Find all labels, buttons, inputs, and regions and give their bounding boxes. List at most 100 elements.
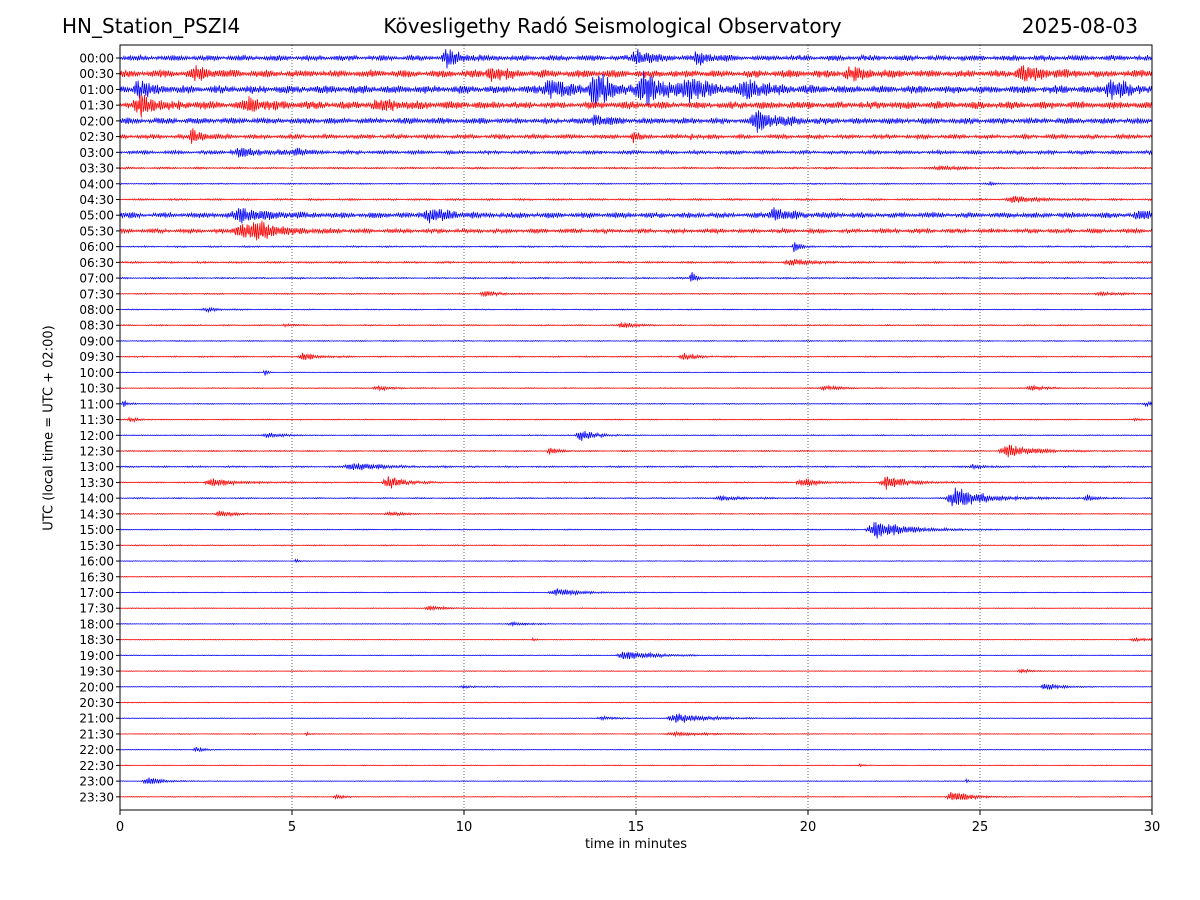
trace-2330 (119, 791, 1153, 801)
y-tick-label-0430: 04:30 (79, 193, 114, 207)
vertical-gridlines (291, 45, 981, 810)
trace-2230 (119, 762, 1153, 768)
y-tick-label-0530: 05:30 (79, 224, 114, 238)
y-axis-label: UTC (local time = UTC + 02:00) (41, 325, 57, 531)
y-tick-label-1930: 19:30 (79, 665, 114, 679)
y-tick-label-0930: 09:30 (79, 350, 114, 364)
x-axis-label: time in minutes (584, 837, 688, 852)
trace-1000 (119, 369, 1153, 376)
y-tick-label-2300: 23:00 (79, 775, 114, 789)
trace-0100 (119, 70, 1153, 107)
trace-1500 (119, 521, 1153, 539)
trace-1630 (119, 575, 1153, 578)
y-tick-label-1200: 12:00 (79, 429, 114, 443)
trace-1230 (119, 444, 1153, 458)
trace-2130 (119, 730, 1153, 738)
trace-2000 (119, 683, 1153, 691)
y-tick-label-1900: 19:00 (79, 649, 114, 663)
trace-1300 (119, 462, 1153, 471)
y-tick-label-2100: 21:00 (79, 712, 114, 726)
y-tick-label-0800: 08:00 (79, 303, 114, 317)
x-tick-label-5: 5 (288, 820, 296, 835)
trace-0130 (119, 94, 1153, 118)
trace-2300 (120, 777, 1153, 785)
trace-2200 (119, 746, 1153, 753)
y-tick-label-1700: 17:00 (79, 586, 114, 600)
y-tick-label-0400: 04:00 (79, 177, 114, 191)
x-axis-ticks: 0 5 10 15 20 25 30 (116, 810, 1160, 835)
trace-0700 (119, 271, 1153, 282)
trace-0330 (119, 164, 1153, 171)
y-tick-label-0830: 08:30 (79, 319, 114, 333)
station-name: HN_Station_PSZI4 (62, 14, 241, 38)
x-tick-label-25: 25 (972, 820, 989, 835)
x-tick-label-30: 30 (1144, 820, 1161, 835)
trace-0200 (119, 110, 1153, 133)
y-tick-label-1530: 15:30 (79, 539, 114, 553)
trace-1100 (119, 399, 1153, 408)
trace-1700 (119, 588, 1153, 597)
y-tick-label-0130: 01:30 (79, 99, 114, 113)
y-tick-label-1730: 17:30 (79, 602, 114, 616)
x-tick-label-15: 15 (628, 820, 645, 835)
trace-0730 (119, 290, 1153, 298)
trace-2100 (119, 713, 1153, 723)
y-tick-label-0630: 06:30 (79, 256, 114, 270)
trace-0630 (119, 258, 1153, 266)
y-tick-label-1400: 14:00 (79, 492, 114, 506)
y-tick-label-0500: 05:00 (79, 209, 114, 223)
y-tick-label-1500: 15:00 (79, 523, 114, 537)
trace-0000 (119, 48, 1153, 69)
y-tick-label-2030: 20:30 (79, 696, 114, 710)
y-tick-label-0100: 01:00 (79, 83, 114, 97)
trace-0500 (119, 207, 1153, 224)
trace-1430 (119, 510, 1153, 518)
y-tick-label-2000: 20:00 (79, 680, 114, 694)
trace-0830 (119, 321, 1153, 329)
y-tick-label-1300: 13:00 (79, 460, 114, 474)
y-tick-label-0200: 02:00 (79, 114, 114, 128)
trace-1900 (119, 651, 1153, 660)
trace-0530 (119, 220, 1153, 241)
y-tick-label-0000: 00:00 (79, 52, 114, 66)
trace-0300 (119, 147, 1153, 158)
trace-0400 (119, 181, 1153, 186)
y-tick-label-1230: 12:30 (79, 445, 114, 459)
trace-0230 (119, 128, 1153, 144)
trace-0030 (119, 65, 1153, 82)
trace-0900 (119, 339, 1153, 343)
y-tick-label-0030: 00:30 (79, 67, 114, 81)
seismogram-traces (119, 48, 1153, 801)
trace-1030 (119, 384, 1153, 392)
y-tick-label-1800: 18:00 (79, 617, 114, 631)
y-tick-label-0600: 06:00 (79, 240, 114, 254)
observatory-title: Kövesligethy Radó Seismological Observat… (383, 14, 842, 38)
trace-2030 (119, 701, 1153, 704)
y-tick-label-1600: 16:00 (79, 555, 114, 569)
trace-1200 (119, 430, 1153, 441)
y-tick-label-1430: 14:30 (79, 507, 114, 521)
x-tick-label-10: 10 (456, 820, 473, 835)
y-tick-label-0900: 09:00 (79, 334, 114, 348)
y-tick-label-2130: 21:30 (79, 727, 114, 741)
trace-1800 (119, 620, 1153, 627)
y-tick-label-1830: 18:30 (79, 633, 114, 647)
y-tick-label-1130: 11:30 (79, 413, 114, 427)
y-tick-label-1630: 16:30 (79, 570, 114, 584)
y-tick-label-2230: 22:30 (79, 759, 114, 773)
trace-1400 (119, 487, 1152, 507)
y-tick-label-2200: 22:00 (79, 743, 114, 757)
y-tick-label-0730: 07:30 (79, 287, 114, 301)
y-tick-label-1100: 11:00 (79, 397, 114, 411)
trace-0800 (119, 306, 1153, 314)
y-tick-label-0230: 02:30 (79, 130, 114, 144)
y-tick-label-0300: 03:00 (79, 146, 114, 160)
trace-0600 (119, 242, 1153, 253)
y-tick-label-2330: 23:30 (79, 790, 114, 804)
trace-1530 (119, 544, 1153, 547)
trace-1730 (119, 604, 1153, 612)
trace-0930 (120, 352, 1153, 361)
y-tick-label-0700: 07:00 (79, 272, 114, 286)
